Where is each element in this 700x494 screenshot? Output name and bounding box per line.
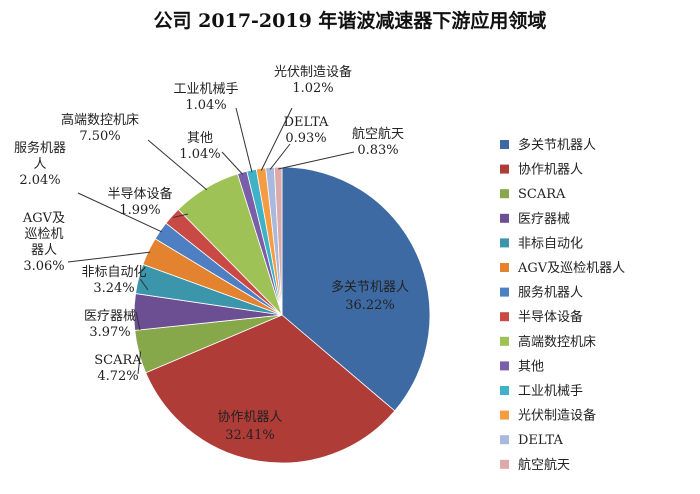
slice-label-line: 工业机械手: [173, 82, 238, 97]
slice-label-line: 1.99%: [119, 203, 160, 218]
legend-label-1: 多关节机器人: [518, 137, 596, 153]
slice-label-9: 高端数控机床 7.50%: [61, 112, 139, 144]
slice-label-line: 半导体设备: [107, 186, 172, 202]
slice-label-line: 协作机器人: [217, 410, 282, 425]
legend-swatch-5: [500, 238, 509, 248]
leader-line-14: [278, 151, 355, 170]
slice-label-line: 器人: [31, 243, 57, 258]
slice-label-line: 巡检机: [24, 227, 63, 242]
legend-swatch-3: [500, 189, 509, 199]
slice-label-8: 半导体设备 1.99%: [107, 186, 172, 218]
slice-label-line: 服务机器: [14, 140, 66, 156]
legend-label-13: DELTA: [518, 433, 563, 448]
slice-label-10: 其他 1.04%: [179, 131, 220, 162]
slice-label-1: 多关节机器人 36.22%: [331, 279, 409, 313]
slice-label-line: AGV及: [22, 211, 65, 226]
legend-swatch-2: [500, 164, 509, 174]
legend-label-5: 非标自动化: [518, 236, 583, 251]
leader-line-5: [140, 279, 149, 291]
legend-label-9: 高端数控机床: [518, 334, 596, 350]
leader-lines: [67, 107, 355, 375]
slice-label-12: 光伏制造设备 1.02%: [274, 64, 352, 96]
pie-slice-1: [281, 166, 431, 412]
legend-label-6: AGV及巡检机器人: [517, 261, 625, 276]
legend-swatch-4: [500, 213, 509, 223]
pie-slice-2: [145, 314, 396, 464]
slice-label-line: 3.06%: [23, 259, 64, 274]
slice-label-line: 0.83%: [357, 143, 398, 158]
slice-label-line: 航空航天: [352, 126, 404, 142]
leader-line-10: [221, 151, 244, 175]
slice-label-line: 36.22%: [345, 298, 395, 313]
leader-line-9: [147, 139, 208, 191]
legend-swatch-12: [500, 410, 509, 420]
slice-label-line: 1.02%: [292, 81, 333, 96]
legend-swatch-1: [500, 140, 509, 149]
slice-label-line: 其他: [187, 131, 213, 146]
slice-label-5: 非标自动化 3.24%: [81, 265, 146, 296]
chart-title: 公司 2017-2019 年谐波减速器下游应用领域: [153, 10, 547, 32]
legend-label-12: 光伏制造设备: [518, 408, 596, 424]
legend-label-8: 半导体设备: [518, 309, 583, 325]
leader-line-7: [77, 192, 163, 233]
slice-label-line: 32.41%: [225, 428, 275, 443]
legend-swatch-7: [500, 287, 509, 297]
slice-label-line: 0.93%: [285, 131, 326, 146]
legend-label-2: 协作机器人: [518, 163, 583, 178]
slice-label-line: 3.24%: [93, 281, 134, 296]
slice-label-13: DELTA 0.93%: [284, 115, 329, 146]
slice-label-4: 医疗器械 3.97%: [84, 309, 136, 340]
slice-label-line: SCARA: [94, 353, 142, 368]
slice-label-7: 服务机器人 2.04%: [14, 140, 66, 188]
slice-label-14: 航空航天 0.83%: [352, 126, 404, 158]
legend-label-14: 航空航天: [518, 457, 570, 473]
leader-line-8: [173, 213, 189, 218]
slice-label-11: 工业机械手 1.04%: [173, 82, 238, 113]
leader-line-4: [135, 311, 141, 331]
slice-label-line: 1.04%: [179, 147, 220, 162]
legend-swatch-11: [500, 386, 509, 395]
slice-label-line: 人: [33, 157, 46, 172]
slice-label-line: 非标自动化: [81, 265, 146, 280]
leader-line-13: [269, 143, 291, 170]
legend-swatch-13: [500, 435, 509, 445]
slice-label-line: 2.04%: [19, 173, 60, 188]
slice-label-line: 医疗器械: [84, 309, 136, 324]
slice-label-3: SCARA 4.72%: [94, 353, 142, 384]
legend-swatch-9: [500, 336, 509, 346]
slice-label-line: 7.50%: [79, 129, 120, 144]
leader-line-11: [235, 107, 253, 173]
legend-swatch-14: [500, 459, 509, 469]
legend-label-7: 服务机器人: [518, 285, 583, 301]
slice-label-line: 光伏制造设备: [274, 64, 352, 80]
slice-label-line: 高端数控机床: [61, 112, 139, 128]
slice-label-line: 1.04%: [185, 98, 226, 113]
slice-label-6: AGV及巡检机器人 3.06%: [22, 211, 65, 274]
pie-slices: [133, 166, 431, 464]
legend-swatch-6: [500, 263, 509, 272]
legend-label-10: 其他: [518, 359, 544, 374]
leader-line-3: [137, 351, 142, 375]
legend-swatch-10: [500, 361, 509, 371]
legend-label-4: 医疗器械: [518, 212, 570, 227]
leader-line-6: [67, 251, 151, 263]
slice-label-line: 多关节机器人: [331, 279, 409, 295]
legend-label-11: 工业机械手: [518, 384, 583, 399]
slice-label-line: DELTA: [284, 115, 329, 130]
slice-label-2: 协作机器人 32.41%: [217, 410, 282, 443]
slice-label-line: 4.72%: [97, 369, 138, 384]
legend-swatch-8: [500, 312, 509, 322]
slice-label-line: 3.97%: [89, 325, 130, 340]
pie-slice-14: [273, 166, 283, 316]
leader-line-12: [260, 107, 293, 171]
legend-label-3: SCARA: [518, 187, 566, 202]
slice-labels: 多关节机器人 36.22% 协作机器人 32.41% SCARA 4.72% 医疗器械 3.9…: [14, 64, 409, 443]
